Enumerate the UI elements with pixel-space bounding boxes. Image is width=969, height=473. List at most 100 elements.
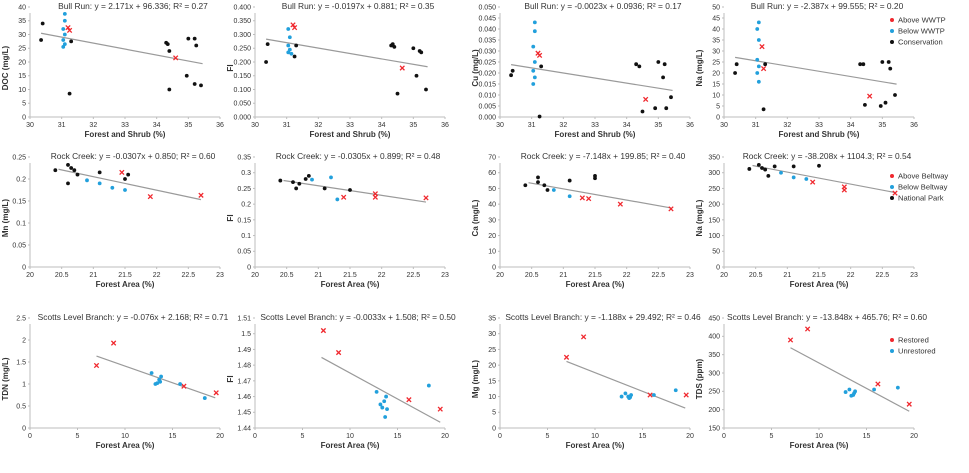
data-point: [567, 178, 572, 183]
data-point-stroke: [643, 96, 649, 103]
data-point: [647, 392, 653, 398]
x-tick-label: 23: [216, 272, 224, 279]
y-tick-label: 0: [492, 264, 496, 271]
y-axis-label: FI: [226, 214, 235, 221]
data-point: [536, 180, 540, 185]
legend-marker: [890, 338, 894, 342]
y-tick-label: 0.400: [233, 4, 251, 11]
x-tick-label: 15: [169, 433, 177, 440]
y-tick-label: 50: [712, 249, 720, 256]
x-tick-label: 20.5: [55, 272, 69, 279]
x-tick-label: 22: [153, 272, 161, 279]
trend-line: [566, 360, 686, 409]
x-tick-label: 34: [378, 122, 386, 129]
data-point: [158, 379, 163, 384]
series-above-beltway: [579, 195, 674, 212]
data-point-stroke: [563, 354, 570, 360]
chart-title: Rock Creek: y = -38.208x + 1104.3; R² = …: [743, 151, 912, 161]
y-tick-label: 20: [488, 233, 496, 240]
series-national-park: [523, 173, 597, 192]
x-tick-label: 32: [559, 122, 567, 129]
x-tick-label: 35: [878, 122, 886, 129]
x-axis-label: Forest and Shrub (%): [779, 130, 860, 139]
data-point: [199, 83, 203, 88]
y-tick-label: 25: [488, 347, 496, 354]
data-point: [69, 166, 74, 170]
data-point: [62, 42, 67, 47]
data-point-stroke: [759, 43, 765, 50]
y-tick-label: 0.000: [233, 114, 251, 121]
data-point: [531, 44, 536, 49]
y-tick-label: 30: [488, 217, 496, 224]
y-tick-label: 0.3: [241, 170, 251, 177]
series-unrestored: [843, 385, 900, 398]
legend-label: National Park: [898, 194, 944, 203]
data-point: [532, 20, 537, 25]
y-tick-label: 0.045: [478, 15, 496, 22]
data-point: [563, 354, 570, 360]
data-point: [536, 175, 540, 180]
data-point: [756, 162, 761, 167]
data-point: [872, 387, 876, 392]
y-tick-label: 1.48: [237, 363, 251, 370]
y-tick-label: 0: [716, 264, 720, 271]
data-point: [167, 49, 172, 53]
series-conservation: [509, 60, 673, 119]
y-tick-label: 10: [488, 249, 496, 256]
series-below-wwtp: [286, 27, 294, 56]
y-tick-label: 0.300: [233, 32, 251, 39]
y-tick-label: 0.35: [237, 154, 251, 161]
data-point: [292, 54, 297, 59]
data-point: [532, 60, 537, 64]
data-point: [760, 166, 764, 170]
x-tick-label: 34: [847, 122, 855, 129]
series-above-wwtp: [759, 43, 873, 99]
y-tick-label: 40: [18, 4, 26, 11]
x-tick-label: 21: [89, 272, 97, 279]
y-tick-label: 200: [708, 407, 720, 414]
y-axis-label: Ca (mg/L): [471, 199, 480, 236]
y-tick-label: 30: [18, 32, 26, 39]
data-point: [747, 167, 752, 171]
x-tick-label: 30: [496, 122, 504, 129]
x-axis-label: Forest Area (%): [96, 441, 155, 450]
chart-panel-2: Bull Run: y = -0.0197x + 0.881; R² = 0.3…: [226, 1, 449, 139]
y-tick-label: 70: [488, 154, 496, 161]
data-point: [886, 60, 891, 64]
y-tick-label: 200: [708, 202, 720, 209]
series-below-wwtp: [61, 11, 67, 49]
x-tick-label: 20: [251, 272, 259, 279]
x-tick-label: 20: [216, 433, 224, 440]
y-tick-label: 50: [488, 186, 496, 193]
data-point-stroke: [198, 192, 204, 198]
y-tick-label: 0.15: [237, 217, 251, 224]
x-axis-label: Forest and Shrub (%): [555, 130, 636, 139]
chart-title: Scotts Level Branch: y = -0.0033x + 1.50…: [260, 312, 456, 322]
x-tick-label: 31: [283, 122, 291, 129]
x-axis-label: Forest Area (%): [790, 280, 849, 289]
data-point: [192, 36, 197, 41]
data-point: [755, 57, 760, 62]
chart-title: Scotts Level Branch: y = -13.848x + 465.…: [727, 312, 927, 322]
x-tick-label: 30: [720, 122, 728, 129]
x-tick-label: 15: [639, 433, 647, 440]
data-point: [149, 371, 154, 375]
data-point: [617, 201, 623, 207]
x-tick-label: 20: [910, 433, 918, 440]
x-tick-label: 23: [441, 272, 449, 279]
y-axis-label: Mn (mg/L): [1, 199, 10, 238]
data-point: [411, 46, 416, 51]
data-point: [536, 52, 543, 59]
data-point: [906, 401, 912, 407]
trend-line: [510, 64, 673, 92]
data-point-stroke: [683, 392, 689, 398]
data-point: [653, 106, 658, 111]
x-tick-label: 30: [26, 122, 34, 129]
x-tick-label: 35: [409, 122, 417, 129]
y-tick-label: 0.100: [233, 87, 251, 94]
trend-line: [790, 347, 910, 412]
data-point: [662, 62, 667, 67]
data-point: [306, 173, 311, 178]
data-point: [198, 192, 204, 198]
series-conservation: [733, 60, 897, 112]
